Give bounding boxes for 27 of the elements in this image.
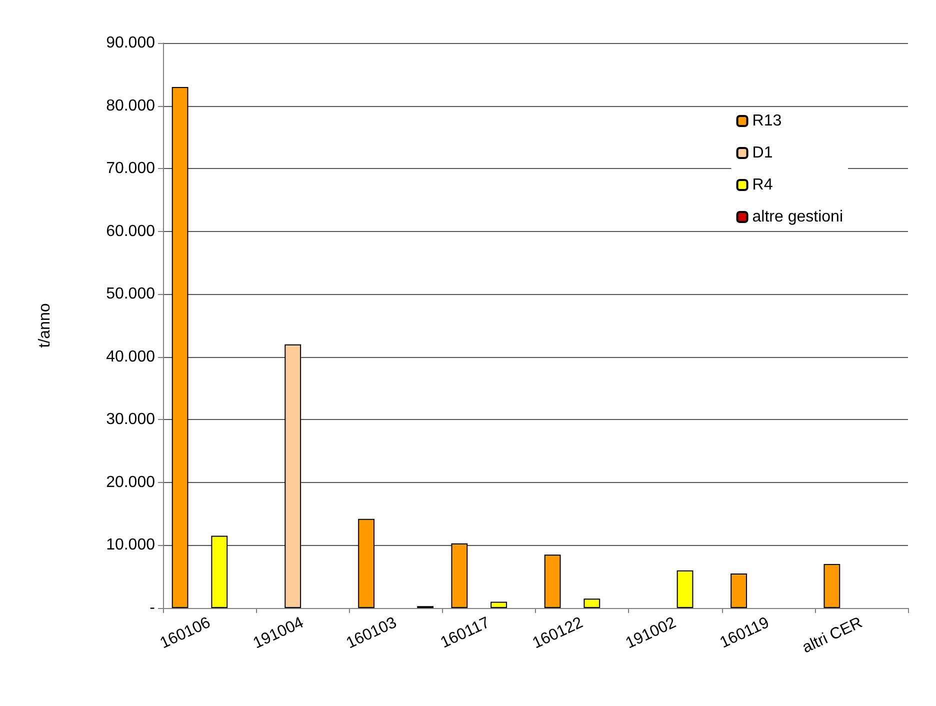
y-tick-label: 60.000 (106, 222, 156, 240)
y-tick-label: 30.000 (106, 411, 156, 428)
y-tick-label: 50.000 (106, 286, 156, 303)
x-tick-label: altri CER (800, 614, 866, 657)
legend-label: R4 (752, 176, 773, 194)
bar (544, 554, 561, 608)
y-tick-label: 40.000 (106, 348, 156, 366)
y-tick-label: - (150, 600, 155, 616)
bar (172, 86, 188, 608)
bar (730, 573, 747, 608)
legend-label: R13 (752, 112, 782, 130)
bar (211, 536, 228, 608)
bar (824, 564, 840, 608)
y-tick-label: 20.000 (106, 474, 156, 491)
bar (490, 602, 507, 608)
legend-label: D1 (752, 144, 773, 162)
bar (584, 598, 600, 608)
bar (284, 344, 302, 608)
bar (358, 518, 374, 608)
legend-label: altre gestioni (752, 208, 843, 226)
y-tick-label: 70.000 (106, 160, 156, 178)
y-tick-label: 90.000 (106, 34, 156, 52)
y-axis-title: t/anno (36, 303, 54, 348)
y-tick-label: 10.000 (106, 536, 156, 554)
bar (676, 570, 694, 608)
y-tick-label: 80.000 (106, 97, 156, 114)
bar (451, 543, 468, 608)
